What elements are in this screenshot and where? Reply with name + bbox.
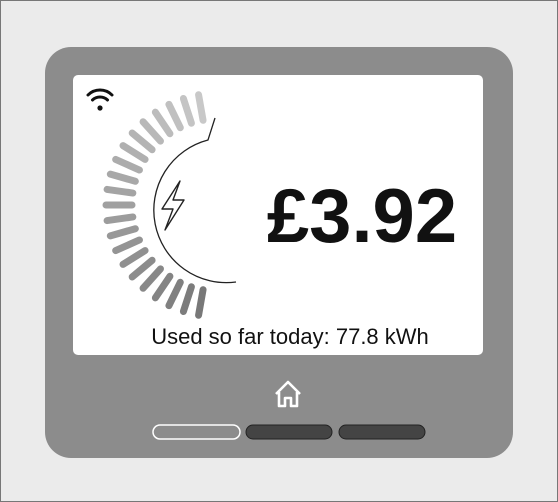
wifi-icon [86,88,114,111]
gauge-segment [165,278,184,310]
tab-button[interactable] [245,424,333,440]
gauge-segment [195,286,207,319]
home-button[interactable] [275,380,301,408]
gauge-segment [139,118,164,145]
tab-button[interactable] [338,424,426,440]
gauge-inner-arc [153,117,237,284]
gauge-segment [151,272,174,302]
gauge-segment [112,155,143,174]
gauge-segment [106,170,139,185]
gauge-segment [119,247,149,268]
amount: £3.92 [267,174,457,259]
gauge-segment [106,225,139,240]
gauge-segment [128,256,156,281]
usage-label: Used so far today: 77.8 kWh [151,324,429,349]
gauge-segment [165,100,184,132]
gauge-segment [151,108,174,138]
gauge-segment [128,129,156,154]
tab-button[interactable] [152,424,241,440]
gauge-segment [119,142,149,163]
gauge-segment [103,185,137,197]
gauge-segment [195,91,207,124]
usage-gauge [102,91,207,319]
gauge-segment [179,94,195,127]
gauge-segment [112,236,143,255]
gauge-segment [179,283,195,316]
gauge-segment [139,265,164,292]
lightning-icon [161,180,185,231]
gauge-segment [103,213,137,225]
